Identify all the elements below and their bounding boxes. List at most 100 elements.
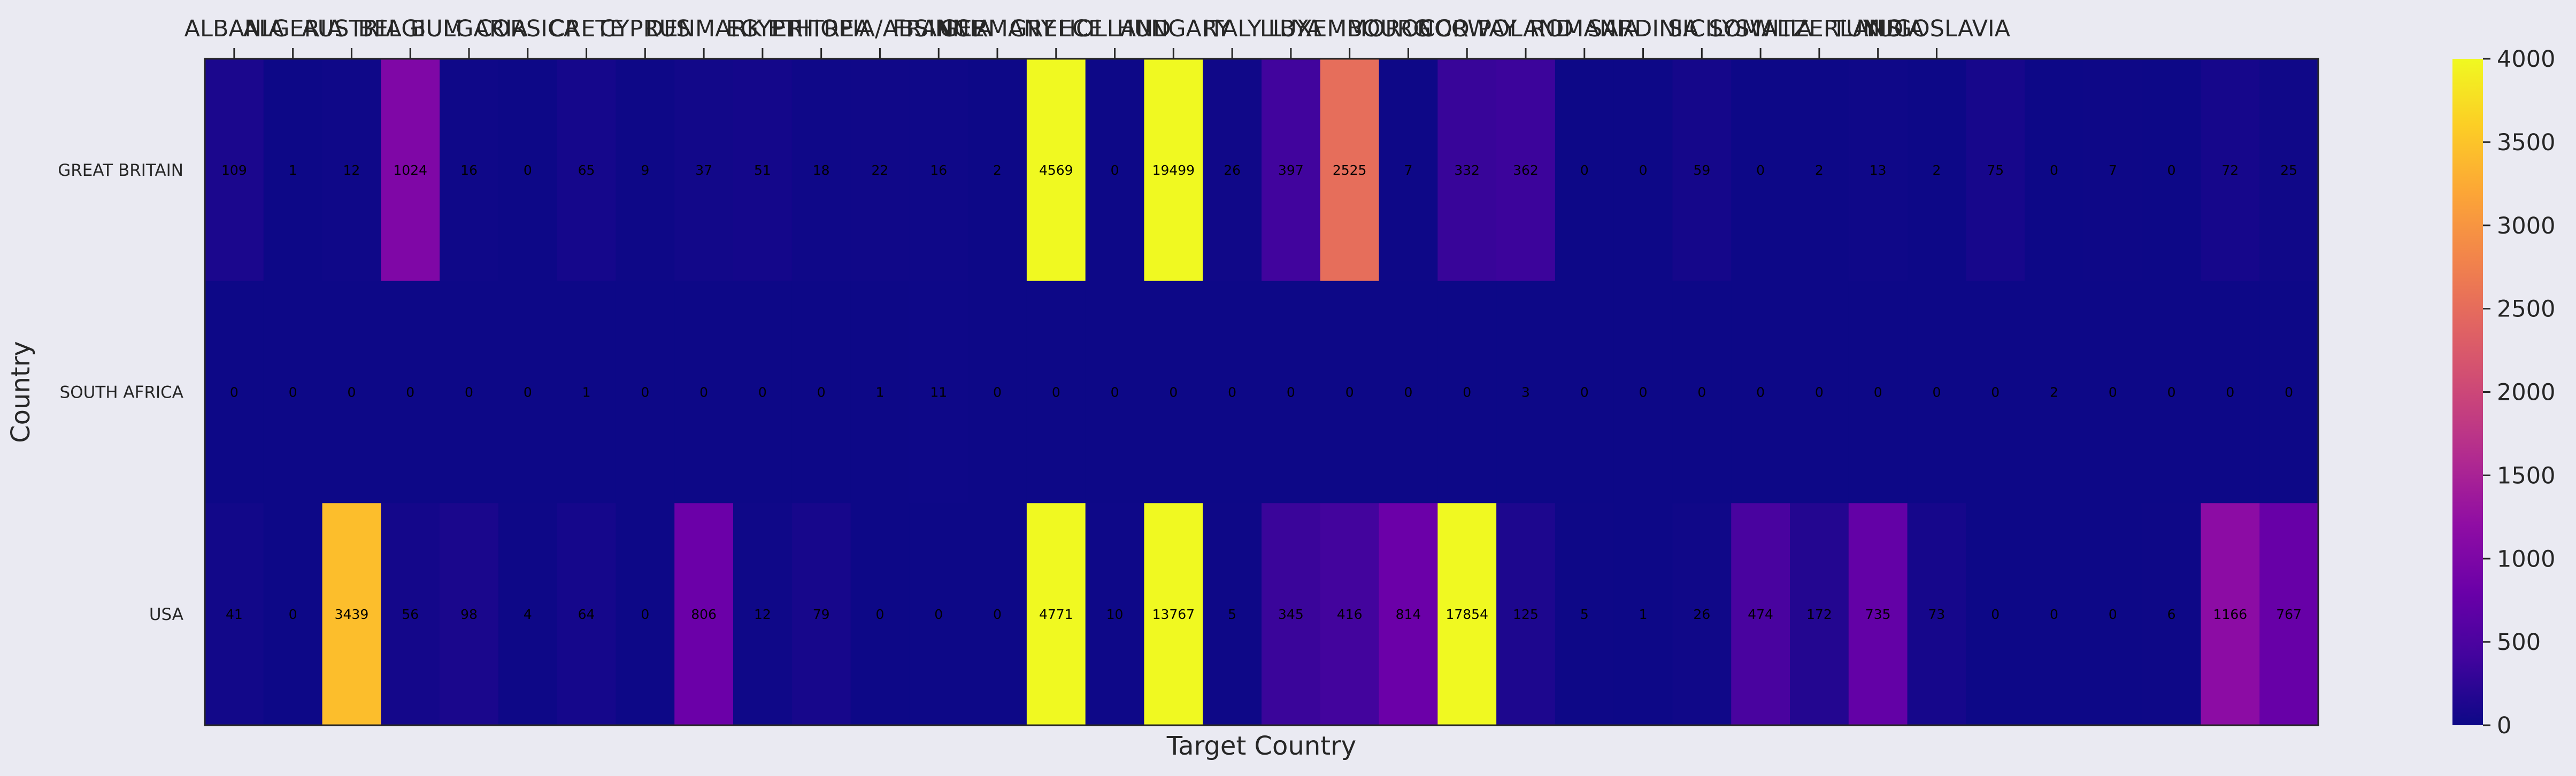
- heatmap-cell: [1262, 503, 1321, 726]
- heatmap-cell: [909, 503, 968, 726]
- cell-value-label: 2525: [1333, 162, 1367, 178]
- heatmap-cell: [2201, 59, 2260, 282]
- heatmap-cell: [1085, 281, 1145, 503]
- colorbar-tick-label: 0: [2497, 712, 2511, 739]
- heatmap-cell: [1672, 59, 1732, 282]
- heatmap-cell: [1437, 59, 1497, 282]
- heatmap-cells: [205, 59, 2319, 726]
- colorbar-tick-label: 3500: [2497, 129, 2555, 156]
- cell-value-label: 3: [1521, 385, 1530, 400]
- heatmap-cell: [1496, 503, 1556, 726]
- heatmap-cell: [263, 503, 323, 726]
- x-tick-label: NORWAY: [1417, 15, 1517, 42]
- heatmap-cell: [1320, 59, 1380, 282]
- heatmap-cell: [1144, 281, 1203, 503]
- cell-value-label: 0: [2285, 385, 2293, 400]
- heatmap-cell: [1144, 59, 1203, 282]
- heatmap-cell: [1848, 503, 1908, 726]
- cell-value-label: 41: [226, 607, 243, 622]
- cell-value-label: 362: [1513, 162, 1539, 178]
- cell-value-label: 51: [754, 162, 771, 178]
- heatmap-cell: [1085, 503, 1145, 726]
- cell-value-label: 0: [1580, 385, 1589, 400]
- heatmap-cell: [1907, 281, 1966, 503]
- x-tick-label: ERITREA: [772, 15, 870, 42]
- cell-value-label: 1166: [2213, 607, 2248, 622]
- cell-value-label: 0: [524, 162, 532, 178]
- cell-value-label: 16: [930, 162, 947, 178]
- cell-value-label: 0: [1756, 162, 1765, 178]
- x-tick-label: MOROCCO: [1347, 15, 1470, 42]
- heatmap-cell: [674, 281, 734, 503]
- x-tick-label: POLAND: [1478, 15, 1573, 42]
- cell-value-label: 75: [1987, 162, 2004, 178]
- cell-value-label: 0: [993, 385, 1002, 400]
- cell-value-label: 72: [2221, 162, 2239, 178]
- heatmap-cell: [674, 59, 734, 282]
- y-tick-label: USA: [149, 605, 183, 624]
- cell-value-label: 1024: [393, 162, 427, 178]
- heatmap-cell: [1203, 503, 1262, 726]
- x-tick-label: CORSICA: [476, 15, 580, 42]
- heatmap-cell: [440, 503, 499, 726]
- cell-value-label: 26: [1693, 607, 1710, 622]
- colorbar-tick-label: 1500: [2497, 462, 2555, 489]
- heatmap-cell: [2142, 59, 2202, 282]
- heatmap-cell: [1203, 59, 1262, 282]
- heatmap-cell: [1262, 59, 1321, 282]
- x-tick-label: BULGARIA: [410, 15, 528, 42]
- cell-value-label: 0: [2167, 385, 2176, 400]
- colorbar-tick-label: 1000: [2497, 546, 2555, 572]
- x-tick-label: HOLLAND: [1059, 15, 1171, 42]
- cell-value-label: 0: [1052, 385, 1060, 400]
- heatmap-cell: [381, 59, 440, 282]
- heatmap-cell: [2025, 59, 2084, 282]
- x-axis-ticks: ALBANIAALGERIAAUSTRIABELGIUMBULGARIACORS…: [184, 15, 2011, 59]
- heatmap-cell: [850, 281, 910, 503]
- cell-value-label: 0: [524, 385, 532, 400]
- cell-value-label: 0: [993, 607, 1002, 622]
- y-tick-label: SOUTH AFRICA: [60, 383, 183, 402]
- cell-value-label: 0: [641, 385, 649, 400]
- heatmap-cell: [1555, 59, 1614, 282]
- y-axis-label: Country: [6, 341, 36, 443]
- cell-value-label: 18: [813, 162, 830, 178]
- cell-value-label: 1: [1639, 607, 1648, 622]
- colorbar: [2452, 59, 2483, 725]
- heatmap-cell: [1437, 503, 1497, 726]
- cell-value-label: 2: [993, 162, 1002, 178]
- heatmap-cell: [1672, 281, 1732, 503]
- cell-value-label: 64: [578, 607, 595, 622]
- cell-value-label: 0: [230, 385, 239, 400]
- cell-value-label: 0: [289, 385, 297, 400]
- cell-value-label: 98: [460, 607, 478, 622]
- cell-value-label: 0: [1345, 385, 1354, 400]
- heatmap-cell: [1790, 503, 1849, 726]
- colorbar-tick-label: 2000: [2497, 379, 2555, 406]
- cell-value-label: 2: [1932, 162, 1941, 178]
- cell-value-label: 0: [2167, 162, 2176, 178]
- cell-value-label: 0: [1639, 385, 1648, 400]
- cell-value-label: 0: [1111, 162, 1119, 178]
- cell-value-label: 345: [1278, 607, 1304, 622]
- heatmap-cell: [2201, 503, 2260, 726]
- heatmap-cell: [2259, 59, 2319, 282]
- heatmap-cell: [557, 503, 617, 726]
- x-tick-label: CYPRUS: [599, 15, 690, 42]
- heatmap-cell: [968, 59, 1027, 282]
- x-tick-label: ALBANIA: [184, 15, 284, 42]
- heatmap-cell: [1496, 59, 1556, 282]
- heatmap-cell: [2083, 59, 2143, 282]
- cell-value-label: 0: [758, 385, 767, 400]
- cell-value-label: 7: [2109, 162, 2117, 178]
- cell-value-label: 172: [1806, 607, 1832, 622]
- x-tick-label: DENMARK: [646, 15, 763, 42]
- cell-value-label: 0: [1991, 607, 2000, 622]
- colorbar-tick-label: 3000: [2497, 213, 2555, 239]
- cell-value-label: 474: [1748, 607, 1773, 622]
- cell-value-label: 416: [1337, 607, 1363, 622]
- heatmap-cell: [616, 503, 675, 726]
- cell-value-label: 0: [1228, 385, 1236, 400]
- heatmap-cell: [733, 503, 793, 726]
- x-tick-label: GREECE: [1009, 15, 1103, 42]
